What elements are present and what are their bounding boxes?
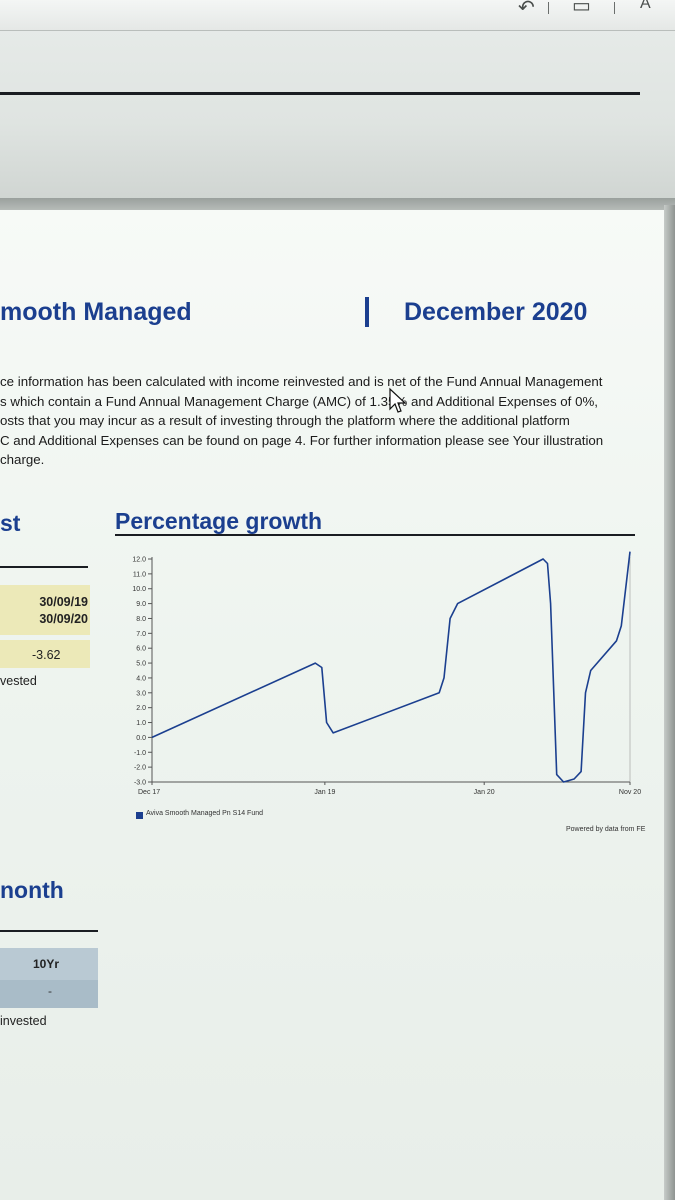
undo-icon[interactable]: ↶	[518, 0, 535, 19]
discrete-performance-title: st	[0, 510, 21, 536]
page-edge-shadow	[664, 205, 675, 1200]
chart-title-rule	[115, 534, 635, 536]
column-label: 10Yr	[33, 957, 60, 971]
y-tick-label: 7.0	[136, 631, 146, 638]
period-end-date: 30/09/20	[39, 612, 88, 626]
y-tick-label: 11.0	[133, 571, 146, 578]
mouse-pointer-icon	[389, 387, 407, 413]
y-tick-label: 9.0	[136, 601, 146, 608]
column-header-10yr: 10Yr	[0, 948, 98, 980]
page-gap	[0, 198, 675, 210]
y-tick-label: 4.0	[136, 675, 146, 682]
legend-swatch	[136, 812, 143, 819]
percentage-growth-chart: 12.0 11.0 10.0 9.0 8.0 7.0 6.0 5.0 4.0 3.0 2.0 1.0 0…	[132, 551, 641, 796]
x-tick-label: Jan 19	[314, 789, 335, 796]
series-line	[151, 551, 631, 783]
monthly-performance-title: nonth	[0, 877, 64, 903]
note-line: s which contain a Fund Annual Management…	[0, 393, 598, 409]
note-line: osts that you may incur as a result of i…	[0, 413, 570, 428]
page-icon[interactable]: ▭	[572, 0, 591, 17]
toolbar-divider	[614, 2, 615, 14]
invested-note: invested	[0, 1014, 47, 1028]
x-tick-label: Jan 20	[474, 789, 495, 796]
y-tick-label: -3.0	[134, 780, 146, 787]
y-tick-label: 10.0	[132, 586, 146, 593]
y-tick-label: 8.0	[136, 616, 146, 623]
invested-note: vested	[0, 674, 37, 688]
section-rule	[0, 930, 98, 932]
y-tick-label: 0.0	[136, 735, 146, 742]
y-tick-label: 5.0	[136, 661, 146, 668]
previous-page-area	[0, 0, 675, 205]
chart-title: Percentage growth	[115, 508, 323, 534]
text-size-icon[interactable]: A	[640, 0, 651, 12]
factsheet-date: December 2020	[404, 298, 588, 326]
period-value-cell: -3.62	[0, 640, 90, 668]
note-line: C and Additional Expenses can be found o…	[0, 432, 604, 448]
note-line: charge.	[0, 452, 45, 467]
y-tick-label: 6.0	[136, 646, 146, 653]
performance-note: ce information has been calculated with …	[0, 372, 640, 470]
powered-by-note: Powered by data from FE	[566, 826, 646, 833]
x-tick-label: Nov 20	[619, 789, 641, 796]
y-tick-label: 2.0	[136, 705, 146, 712]
x-tick-label: Dec 17	[138, 789, 160, 796]
viewer-toolbar: ↶ ▭ A	[0, 0, 675, 31]
previous-page-rule	[0, 92, 640, 95]
toolbar-divider	[548, 2, 549, 14]
legend-label: Aviva Smooth Managed Pn S14 Fund	[146, 810, 264, 817]
y-tick-label: 1.0	[136, 720, 146, 727]
value-cell-10yr: -	[0, 980, 98, 1008]
period-start-date: 30/09/19	[39, 595, 88, 609]
period-header-cell: 30/09/19 30/09/20	[0, 585, 90, 635]
y-tick-label: 12.0	[132, 557, 146, 564]
fund-name-title: mooth Managed	[0, 298, 192, 326]
note-line: ce information has been calculated with …	[0, 374, 603, 389]
y-tick-label: -2.0	[134, 765, 146, 772]
value-text: -	[48, 984, 52, 998]
y-tick-label: 3.0	[136, 690, 146, 697]
section-rule	[0, 566, 88, 568]
title-separator	[365, 297, 369, 327]
factsheet-page	[0, 210, 668, 1200]
y-tick-label: -1.0	[134, 750, 146, 757]
period-return-value: -3.62	[32, 648, 61, 662]
